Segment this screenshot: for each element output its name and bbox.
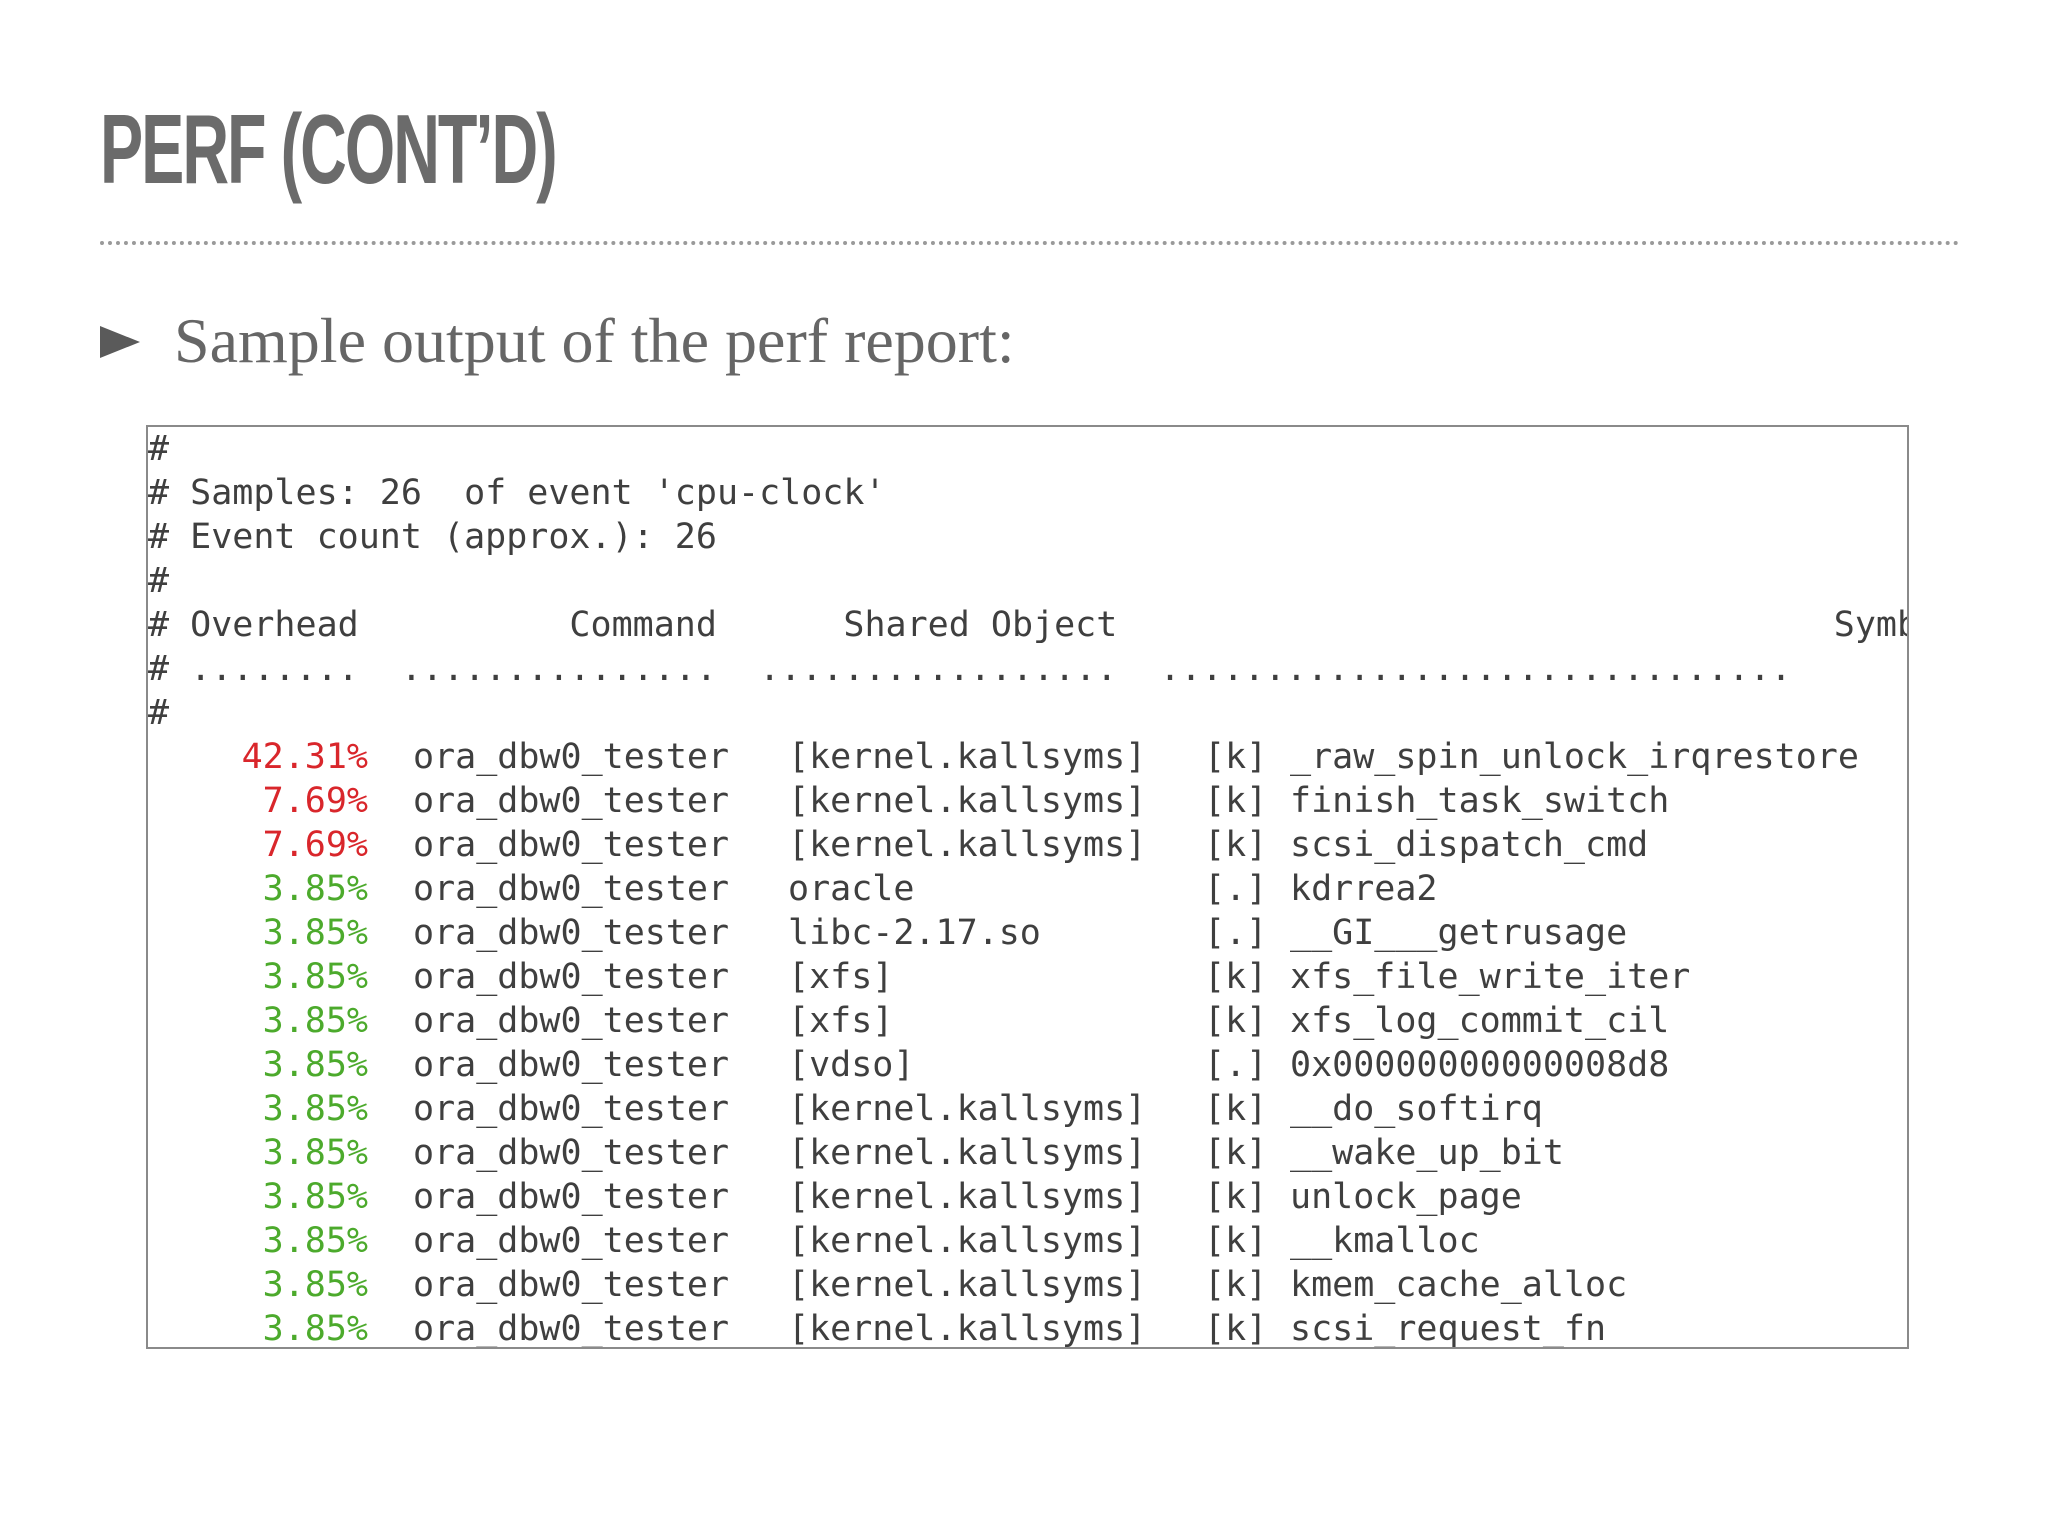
shared-object-cell: [vdso] bbox=[788, 1045, 915, 1085]
slide-title: PERF (CONT’D) bbox=[100, 94, 558, 204]
symbol-cell: scsi_dispatch_cmd bbox=[1290, 825, 1649, 865]
command-cell: ora_dbw0_tester bbox=[413, 1133, 730, 1173]
shared-object-cell: [kernel.kallsyms] bbox=[788, 1177, 1147, 1217]
kind-cell: [k] bbox=[1204, 781, 1268, 821]
kind-cell: [k] bbox=[1204, 1133, 1268, 1173]
overhead-cell: 3.85% bbox=[262, 913, 368, 953]
symbol-cell: __wake_up_bit bbox=[1290, 1133, 1564, 1173]
overhead-cell: 3.85% bbox=[262, 1221, 368, 1261]
header-line: # bbox=[148, 429, 170, 469]
symbol-cell: 0x00000000000008d8 bbox=[1290, 1045, 1670, 1085]
kind-cell: [.] bbox=[1204, 869, 1268, 909]
kind-cell: [.] bbox=[1204, 913, 1268, 953]
symbol-cell: xfs_log_commit_cil bbox=[1290, 1001, 1670, 1041]
shared-object-cell: [kernel.kallsyms] bbox=[788, 781, 1147, 821]
overhead-cell: 3.85% bbox=[262, 1177, 368, 1217]
overhead-cell: 3.85% bbox=[262, 869, 368, 909]
symbol-cell: __kmalloc bbox=[1290, 1221, 1480, 1261]
command-cell: ora_dbw0_tester bbox=[413, 1001, 730, 1041]
command-cell: ora_dbw0_tester bbox=[413, 737, 730, 777]
symbol-cell: __do_softirq bbox=[1290, 1089, 1543, 1129]
kind-cell: [k] bbox=[1204, 1265, 1268, 1305]
symbol-cell: finish_task_switch bbox=[1290, 781, 1670, 821]
kind-cell: [.] bbox=[1204, 1045, 1268, 1085]
shared-object-cell: [xfs] bbox=[788, 1001, 894, 1041]
overhead-cell: 3.85% bbox=[262, 1309, 368, 1349]
command-cell: ora_dbw0_tester bbox=[413, 825, 730, 865]
overhead-cell: 3.85% bbox=[262, 1001, 368, 1041]
perf-report-output: # # Samples: 26 of event 'cpu-clock' # E… bbox=[146, 425, 1909, 1349]
symbol-cell: kdrrea2 bbox=[1290, 869, 1438, 909]
kind-cell: [k] bbox=[1204, 1221, 1268, 1261]
shared-object-cell: [kernel.kallsyms] bbox=[788, 1133, 1147, 1173]
overhead-cell: 3.85% bbox=[262, 1045, 368, 1085]
symbol-cell: xfs_file_write_iter bbox=[1290, 957, 1691, 997]
kind-cell: [k] bbox=[1204, 825, 1268, 865]
command-cell: ora_dbw0_tester bbox=[413, 1221, 730, 1261]
symbol-cell: kmem_cache_alloc bbox=[1290, 1265, 1628, 1305]
bullet-text: Sample output of the perf report: bbox=[174, 305, 1015, 376]
command-cell: ora_dbw0_tester bbox=[413, 913, 730, 953]
overhead-cell: 7.69% bbox=[262, 781, 368, 821]
command-cell: ora_dbw0_tester bbox=[413, 957, 730, 997]
kind-cell: [k] bbox=[1204, 957, 1268, 997]
symbol-cell: __GI___getrusage bbox=[1290, 913, 1628, 953]
header-line: # bbox=[148, 693, 170, 733]
header-line: # bbox=[148, 561, 170, 601]
command-cell: ora_dbw0_tester bbox=[413, 1045, 730, 1085]
title-divider bbox=[100, 241, 1960, 245]
shared-object-cell: libc-2.17.so bbox=[788, 913, 1041, 953]
shared-object-cell: [kernel.kallsyms] bbox=[788, 1089, 1147, 1129]
overhead-cell: 42.31% bbox=[241, 737, 368, 777]
arrow-bullet-icon bbox=[100, 326, 140, 358]
column-header-line: # Overhead Command Shared Object Symbol bbox=[148, 605, 1909, 645]
overhead-cell: 3.85% bbox=[262, 1265, 368, 1305]
kind-cell: [k] bbox=[1204, 1309, 1268, 1349]
command-cell: ora_dbw0_tester bbox=[413, 1089, 730, 1129]
overhead-cell: 7.69% bbox=[262, 825, 368, 865]
overhead-cell: 3.85% bbox=[262, 1089, 368, 1129]
kind-cell: [k] bbox=[1204, 737, 1268, 777]
symbol-cell: scsi_request_fn bbox=[1290, 1309, 1607, 1349]
samples-line: # Samples: 26 of event 'cpu-clock' bbox=[148, 473, 886, 513]
symbol-cell: _raw_spin_unlock_irqrestore bbox=[1290, 737, 1859, 777]
command-cell: ora_dbw0_tester bbox=[413, 1177, 730, 1217]
shared-object-cell: [kernel.kallsyms] bbox=[788, 1309, 1147, 1349]
symbol-cell: unlock_page bbox=[1290, 1177, 1522, 1217]
bullet-item: Sample output of the perf report: bbox=[100, 296, 1015, 386]
shared-object-cell: [kernel.kallsyms] bbox=[788, 1265, 1147, 1305]
command-cell: ora_dbw0_tester bbox=[413, 1309, 730, 1349]
shared-object-cell: [xfs] bbox=[788, 957, 894, 997]
command-cell: ora_dbw0_tester bbox=[413, 781, 730, 821]
kind-cell: [k] bbox=[1204, 1089, 1268, 1129]
column-separator-line: # ........ ............... .............… bbox=[148, 649, 1792, 689]
shared-object-cell: [kernel.kallsyms] bbox=[788, 825, 1147, 865]
overhead-cell: 3.85% bbox=[262, 1133, 368, 1173]
shared-object-cell: oracle bbox=[788, 869, 915, 909]
kind-cell: [k] bbox=[1204, 1177, 1268, 1217]
kind-cell: [k] bbox=[1204, 1001, 1268, 1041]
shared-object-cell: [kernel.kallsyms] bbox=[788, 1221, 1147, 1261]
command-cell: ora_dbw0_tester bbox=[413, 869, 730, 909]
shared-object-cell: [kernel.kallsyms] bbox=[788, 737, 1147, 777]
command-cell: ora_dbw0_tester bbox=[413, 1265, 730, 1305]
overhead-cell: 3.85% bbox=[262, 957, 368, 997]
event-count-line: # Event count (approx.): 26 bbox=[148, 517, 717, 557]
